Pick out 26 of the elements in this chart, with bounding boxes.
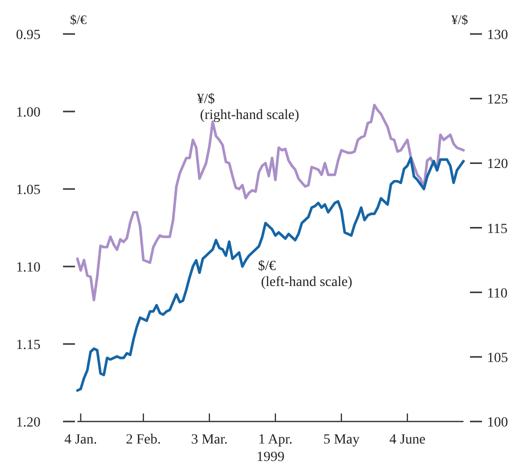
- y-tick-label: 1.05: [16, 183, 40, 198]
- y-axis-title: $/€: [70, 12, 88, 27]
- y-tick-label: 1.20: [16, 416, 40, 430]
- x-tick-label: 3 Mar.: [191, 432, 228, 448]
- x-axis-title: 1999: [256, 450, 284, 465]
- y-tick-label: 1.10: [16, 260, 40, 276]
- x-tick-label: 5 May: [323, 432, 360, 448]
- x-tick-label: 4 June: [389, 432, 426, 448]
- x-tick-label: 4 Jan.: [64, 432, 98, 448]
- y2-tick-label: 125: [487, 92, 508, 108]
- y-tick-label: 1.15: [16, 338, 40, 353]
- line-series: [76, 156, 465, 392]
- y2-tick-label: 130: [487, 28, 508, 43]
- y2-tick-label: 120: [487, 157, 508, 172]
- y2-tick-label: 100: [487, 416, 508, 430]
- line-series: [76, 104, 465, 302]
- y2-axis-title: ¥/$: [451, 12, 468, 27]
- y-tick-label: 1.00: [16, 106, 40, 120]
- y2-tick-label: 110: [487, 286, 508, 302]
- y2-tick-label: 105: [487, 350, 508, 366]
- x-tick-label: 2 Feb.: [126, 432, 161, 448]
- y-tick-label: 0.95: [16, 28, 40, 43]
- annotation: ¥/$ (right-hand scale): [197, 92, 300, 123]
- annotation: $/€ (left-hand scale): [258, 259, 353, 290]
- y2-tick-label: 115: [487, 222, 508, 237]
- x-tick-label: 1 Apr.: [258, 432, 293, 448]
